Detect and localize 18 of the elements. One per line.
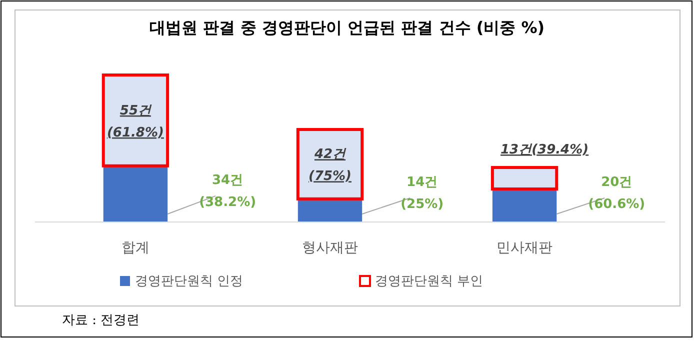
bar (103, 166, 168, 222)
x-tick-label: 민사재판 (496, 240, 553, 256)
bar (492, 188, 557, 222)
legend-label: 경영판단원칙 부인 (375, 274, 484, 289)
bar (102, 74, 170, 168)
data-label: 20건 (60.6%) (588, 175, 646, 212)
data-label: 14건 (25%) (400, 175, 444, 212)
text: 자료 : 전경련 (62, 313, 140, 328)
bar (298, 198, 362, 222)
x-tick-label: 형사재판 (302, 240, 358, 256)
chart-title: 대법원 판결 중 경영판단이 언급된 판결 건수 (비중 %) (149, 18, 545, 37)
bar (296, 128, 364, 200)
bar (490, 166, 558, 190)
data-label: 34건 (38.2%) (199, 172, 256, 210)
legend-label: 경영판단원칙 인정 (135, 274, 244, 289)
data-label: 13건(39.4%) (500, 142, 589, 158)
x-tick-label: 합계 (121, 240, 150, 256)
data-label: 42건 (75%) (308, 147, 352, 184)
